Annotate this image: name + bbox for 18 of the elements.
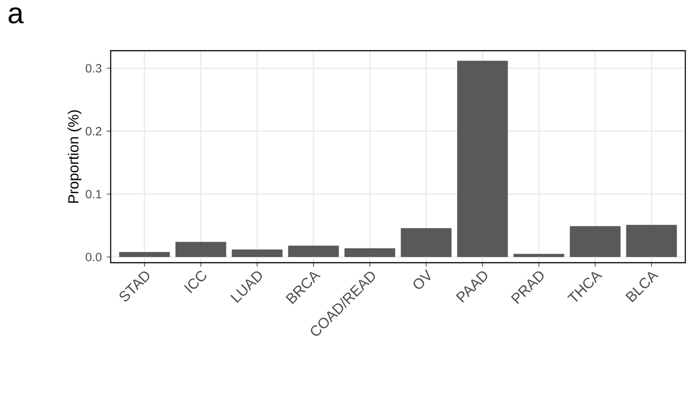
bar [344, 248, 396, 258]
bar [570, 226, 621, 258]
bar [232, 249, 282, 258]
y-axis-title: Proportion (%) [68, 110, 82, 203]
x-tick-label: ICC [184, 270, 206, 294]
bar [288, 246, 339, 258]
bar [175, 242, 226, 258]
y-tick-label: 0.0 [86, 252, 102, 262]
bar [400, 228, 452, 258]
bar [626, 224, 677, 258]
bar [119, 252, 170, 258]
y-tick-label: 0.1 [86, 190, 102, 198]
x-tick-label: OV [414, 269, 430, 289]
y-tick-label: 0.2 [86, 126, 102, 136]
bar [513, 254, 564, 258]
bar [457, 60, 508, 258]
y-tick-label: 0.3 [86, 64, 102, 73]
chart-title: a [8, 7, 24, 24]
